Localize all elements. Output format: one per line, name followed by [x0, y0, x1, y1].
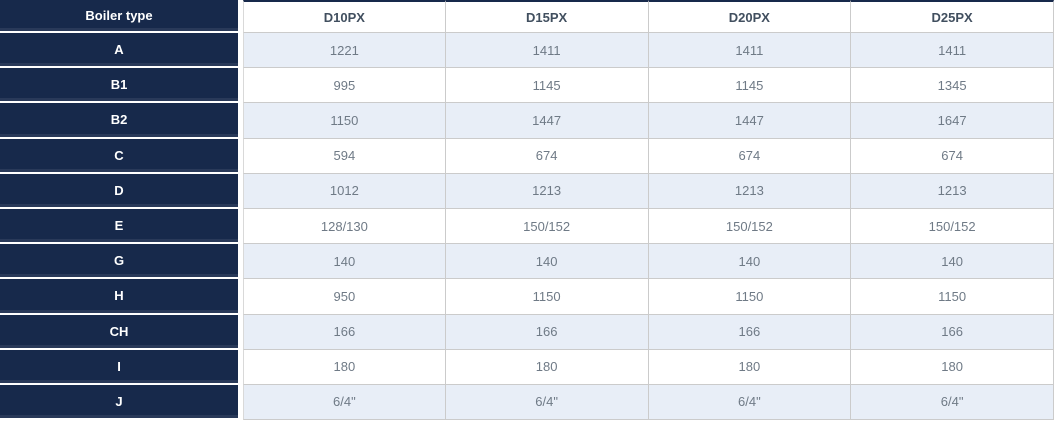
value-cell-e-d20px: 150/152	[648, 208, 852, 245]
row-label-g: G	[0, 244, 243, 280]
row-label-b2: B2	[0, 103, 243, 139]
value-cell-c-d20px: 674	[648, 138, 852, 174]
value-cell-j-d20px: 6/4"	[648, 384, 852, 421]
column-header-d20px: D20PX	[648, 0, 852, 33]
row-label-c: C	[0, 138, 243, 174]
value-cell-ch-d25px: 166	[851, 314, 1054, 350]
value-cell-c-d10px: 594	[243, 138, 446, 174]
value-cell-g-d15px: 140	[445, 244, 649, 280]
value-cell-h-d20px: 1150	[648, 279, 852, 315]
column-header-d15px: D15PX	[445, 0, 649, 33]
row-label-ch: CH	[0, 314, 243, 350]
value-cell-c-d25px: 674	[851, 138, 1054, 174]
value-cell-i-d20px: 180	[648, 349, 852, 385]
value-cell-b2-d25px: 1647	[851, 103, 1054, 139]
value-cell-b2-d20px: 1447	[648, 103, 852, 139]
row-label-i: I	[0, 349, 243, 385]
value-cell-g-d25px: 140	[851, 244, 1054, 280]
value-cell-h-d10px: 950	[243, 279, 446, 315]
value-cell-e-d25px: 150/152	[851, 208, 1054, 245]
value-cell-ch-d15px: 166	[445, 314, 649, 350]
value-cell-d-d15px: 1213	[445, 173, 649, 209]
value-cell-a-d25px: 1411	[851, 33, 1054, 69]
value-cell-j-d10px: 6/4"	[243, 384, 446, 421]
value-cell-b2-d10px: 1150	[243, 103, 446, 139]
value-cell-i-d10px: 180	[243, 349, 446, 385]
value-cell-e-d10px: 128/130	[243, 208, 446, 245]
value-cell-d-d25px: 1213	[851, 173, 1054, 209]
value-cell-b1-d15px: 1145	[445, 68, 649, 104]
row-label-a: A	[0, 33, 243, 69]
value-cell-d-d20px: 1213	[648, 173, 852, 209]
corner-header-boiler-type: Boiler type	[0, 0, 243, 33]
row-label-j: J	[0, 384, 243, 421]
value-cell-g-d10px: 140	[243, 244, 446, 280]
column-header-d10px: D10PX	[243, 0, 446, 33]
value-cell-i-d15px: 180	[445, 349, 649, 385]
value-cell-b2-d15px: 1447	[445, 103, 649, 139]
value-cell-c-d15px: 674	[445, 138, 649, 174]
value-cell-ch-d20px: 166	[648, 314, 852, 350]
row-label-b1: B1	[0, 68, 243, 104]
value-cell-j-d25px: 6/4"	[851, 384, 1054, 421]
value-cell-d-d10px: 1012	[243, 173, 446, 209]
value-cell-a-d10px: 1221	[243, 33, 446, 69]
value-cell-g-d20px: 140	[648, 244, 852, 280]
value-cell-j-d15px: 6/4"	[445, 384, 649, 421]
value-cell-b1-d10px: 995	[243, 68, 446, 104]
value-cell-h-d25px: 1150	[851, 279, 1054, 315]
value-cell-i-d25px: 180	[851, 349, 1054, 385]
row-label-d: D	[0, 173, 243, 209]
value-cell-b1-d20px: 1145	[648, 68, 852, 104]
column-header-d25px: D25PX	[851, 0, 1054, 33]
value-cell-a-d15px: 1411	[445, 33, 649, 69]
value-cell-b1-d25px: 1345	[851, 68, 1054, 104]
value-cell-ch-d10px: 166	[243, 314, 446, 350]
row-label-e: E	[0, 208, 243, 245]
value-cell-a-d20px: 1411	[648, 33, 852, 69]
row-label-h: H	[0, 279, 243, 315]
value-cell-h-d15px: 1150	[445, 279, 649, 315]
value-cell-e-d15px: 150/152	[445, 208, 649, 245]
